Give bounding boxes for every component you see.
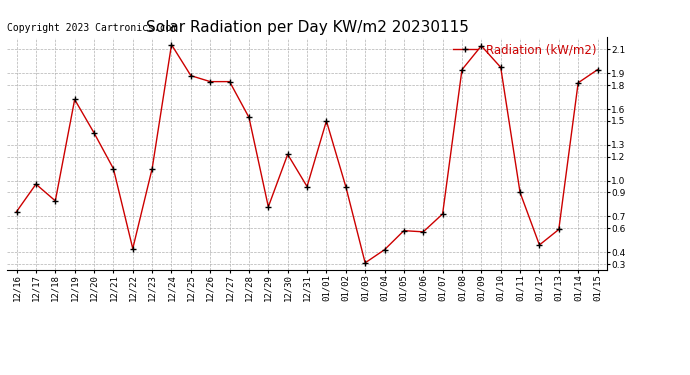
Radiation (kW/m2) [342, 184, 350, 189]
Text: Copyright 2023 Cartronics.com: Copyright 2023 Cartronics.com [7, 23, 177, 33]
Radiation (kW/m2) [284, 152, 292, 157]
Radiation (kW/m2) [419, 230, 427, 234]
Radiation (kW/m2) [593, 68, 602, 72]
Radiation (kW/m2) [361, 261, 369, 265]
Radiation (kW/m2) [516, 190, 524, 195]
Radiation (kW/m2) [148, 166, 156, 171]
Radiation (kW/m2) [70, 97, 79, 102]
Radiation (kW/m2) [438, 212, 446, 216]
Radiation (kW/m2) [264, 204, 273, 209]
Radiation (kW/m2) [555, 227, 563, 232]
Radiation (kW/m2) [400, 228, 408, 233]
Radiation (kW/m2) [32, 182, 40, 186]
Radiation (kW/m2) [187, 74, 195, 78]
Title: Solar Radiation per Day KW/m2 20230115: Solar Radiation per Day KW/m2 20230115 [146, 20, 469, 35]
Radiation (kW/m2) [574, 81, 582, 85]
Radiation (kW/m2) [51, 199, 59, 203]
Radiation (kW/m2) [109, 166, 117, 171]
Radiation (kW/m2) [497, 65, 505, 69]
Legend: Radiation (kW/m2): Radiation (kW/m2) [448, 39, 601, 61]
Radiation (kW/m2) [226, 80, 234, 84]
Line: Radiation (kW/m2): Radiation (kW/m2) [14, 42, 600, 266]
Radiation (kW/m2) [90, 130, 98, 135]
Radiation (kW/m2) [477, 44, 486, 48]
Radiation (kW/m2) [12, 209, 21, 214]
Radiation (kW/m2) [322, 119, 331, 123]
Radiation (kW/m2) [206, 80, 215, 84]
Radiation (kW/m2) [303, 184, 311, 189]
Radiation (kW/m2) [168, 42, 176, 47]
Radiation (kW/m2) [535, 243, 544, 247]
Radiation (kW/m2) [458, 68, 466, 72]
Radiation (kW/m2) [128, 246, 137, 251]
Radiation (kW/m2) [380, 248, 388, 252]
Radiation (kW/m2) [245, 115, 253, 120]
